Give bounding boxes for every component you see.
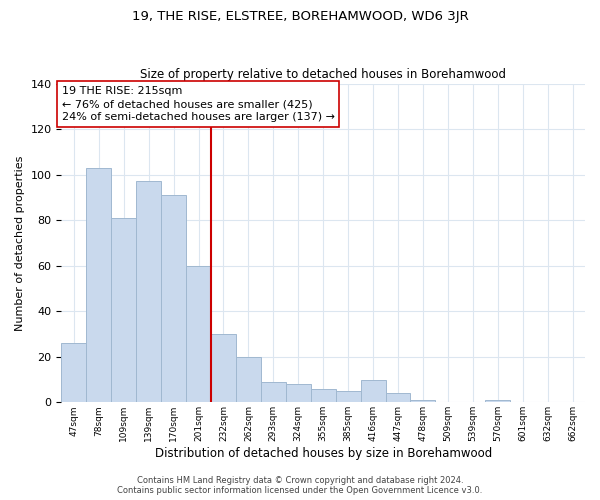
Bar	[311, 388, 335, 402]
Bar	[136, 182, 161, 402]
Bar	[61, 343, 86, 402]
Bar	[161, 195, 186, 402]
Title: Size of property relative to detached houses in Borehamwood: Size of property relative to detached ho…	[140, 68, 506, 81]
Bar	[335, 391, 361, 402]
Bar	[386, 393, 410, 402]
Bar	[236, 357, 261, 403]
X-axis label: Distribution of detached houses by size in Borehamwood: Distribution of detached houses by size …	[155, 447, 492, 460]
Bar	[111, 218, 136, 402]
Bar	[286, 384, 311, 402]
Bar	[261, 382, 286, 402]
Text: Contains HM Land Registry data © Crown copyright and database right 2024.
Contai: Contains HM Land Registry data © Crown c…	[118, 476, 482, 495]
Bar	[186, 266, 211, 402]
Bar	[361, 380, 386, 402]
Text: 19 THE RISE: 215sqm
← 76% of detached houses are smaller (425)
24% of semi-detac: 19 THE RISE: 215sqm ← 76% of detached ho…	[62, 86, 335, 122]
Y-axis label: Number of detached properties: Number of detached properties	[15, 155, 25, 330]
Bar	[485, 400, 510, 402]
Bar	[410, 400, 436, 402]
Bar	[211, 334, 236, 402]
Text: 19, THE RISE, ELSTREE, BOREHAMWOOD, WD6 3JR: 19, THE RISE, ELSTREE, BOREHAMWOOD, WD6 …	[131, 10, 469, 23]
Bar	[86, 168, 111, 402]
